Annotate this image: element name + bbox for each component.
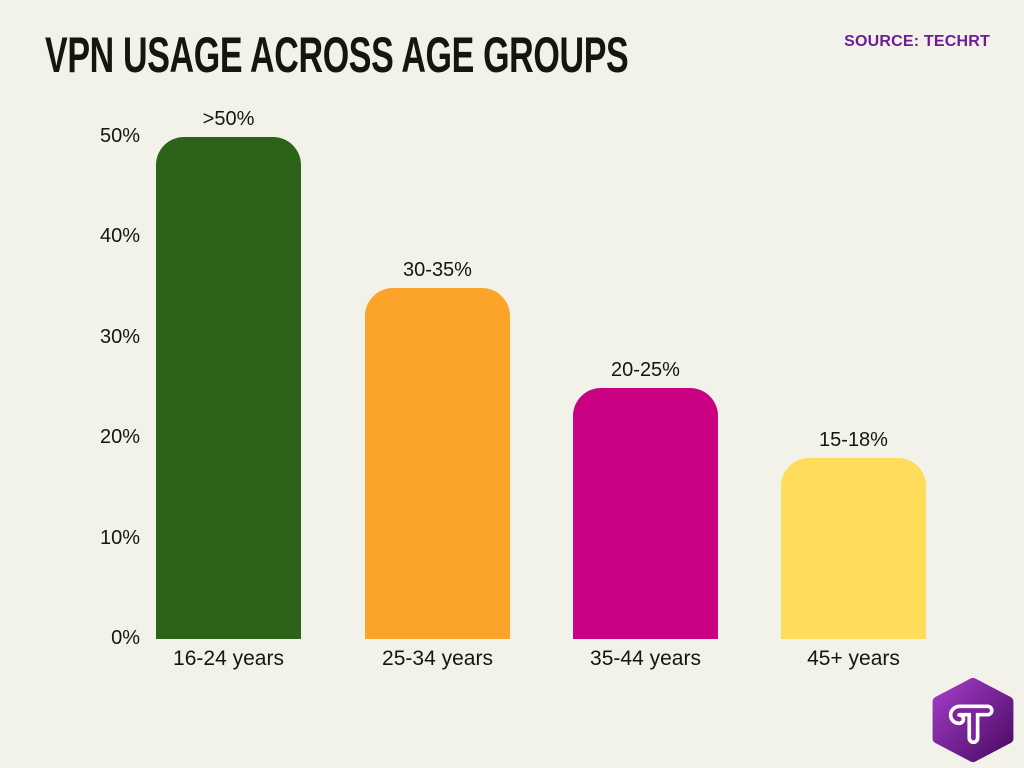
bar-group: >50% 16-24 years	[156, 108, 301, 670]
techrt-hexagon-logo	[932, 677, 1014, 763]
bar-35-44 years	[573, 388, 718, 639]
y-axis-tick-label: 0%	[111, 627, 140, 649]
y-axis-tick-label: 10%	[99, 526, 140, 549]
bar-group: 30-35% 25-34 years	[365, 259, 510, 670]
category-label: 35-44 years	[590, 647, 701, 670]
y-axis-tick-label: 20%	[99, 426, 140, 449]
bar-value-label: 20-25%	[611, 359, 680, 381]
logo-letter-t-icon	[948, 704, 994, 745]
bar-value-label: >50%	[202, 108, 255, 130]
bar-value-label: 30-35%	[403, 259, 472, 281]
category-label: 45+ years	[807, 647, 900, 670]
source-attribution: SOURCE: TECHRT	[844, 33, 990, 50]
bar-group: 20-25% 35-44 years	[573, 359, 718, 670]
page-title: VPN USAGE ACROSS AGE GROUPS	[45, 27, 629, 83]
bar-45+ years	[781, 458, 926, 639]
bar-value-label: 15-18%	[819, 429, 888, 451]
category-label: 16-24 years	[173, 647, 284, 670]
bar-25-34 years	[365, 288, 510, 639]
y-axis-tick-label: 40%	[99, 225, 140, 248]
y-axis-tick-label: 30%	[99, 325, 140, 348]
y-axis-tick-label: 50%	[99, 125, 140, 147]
bar-16-24 years	[156, 137, 301, 639]
category-label: 25-34 years	[382, 647, 493, 670]
bar-group: 15-18% 45+ years	[781, 429, 926, 670]
